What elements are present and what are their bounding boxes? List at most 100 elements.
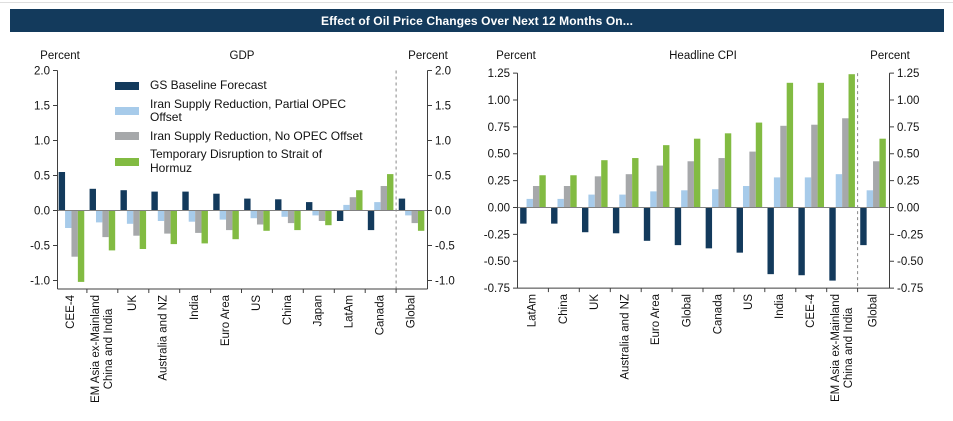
bar-partial-global (405, 210, 412, 216)
y-tick-label-left: 1.0 (34, 135, 50, 147)
category-label: Japan (312, 294, 325, 326)
category-label: UK (127, 294, 140, 311)
top-hairline (0, 2, 953, 3)
y-tick-label-left: 0.00 (488, 202, 510, 214)
category-label: Global (681, 293, 694, 327)
y-tick-label-right: 1.00 (897, 95, 919, 107)
bar-no-cee-4 (811, 124, 818, 208)
bar-baseline-china (275, 199, 282, 211)
category-label: China (557, 293, 570, 324)
bar-hormuz-india (786, 82, 794, 208)
bar-no-euro-area (656, 165, 664, 208)
category-label: LatAm (526, 293, 539, 327)
category-label: China (281, 294, 294, 325)
bar-partial-euro-area (650, 191, 657, 208)
legend-label: GS Baseline Forecast (150, 78, 267, 92)
bar-hormuz-uk (139, 210, 147, 249)
category-label: LatAm (343, 294, 356, 328)
bar-baseline-australia-and-nz (151, 191, 158, 211)
y-tick-label-left: 0.0 (34, 205, 50, 217)
bar-no-india (195, 210, 202, 233)
bar-hormuz-us (263, 210, 270, 231)
y-tick-label-right: 1.0 (435, 135, 451, 147)
category-label: India (188, 294, 201, 320)
y-tick-label-right: 0.0 (435, 205, 451, 217)
bar-baseline-canada (705, 207, 713, 249)
category-label: Canada (712, 293, 725, 334)
y-tick-label-right: -0.75 (897, 283, 923, 295)
bar-partial-cee-4 (804, 177, 812, 208)
bar-hormuz-cee-4 (817, 82, 825, 208)
bar-no-uk (133, 210, 140, 236)
category-label: Euro Area (650, 293, 663, 345)
chart-title-bar: Effect of Oil Price Changes Over Next 12… (10, 9, 944, 32)
bar-no-uk (594, 176, 602, 208)
bar-partial-latam (526, 198, 533, 208)
category-label: EM Asia ex-Mainland China and India (89, 294, 115, 403)
bar-hormuz-canada (724, 133, 732, 208)
bar-no-global (687, 161, 694, 208)
bar-hormuz-global (879, 138, 886, 208)
bar-no-australia-and-nz (164, 210, 171, 234)
bar-hormuz-india (201, 210, 208, 244)
bar-no-em-asia-ex-mainland (102, 210, 109, 238)
bar-no-china (563, 186, 571, 208)
category-label: Euro Area (219, 294, 232, 346)
legend-swatch-hormuz (115, 157, 139, 166)
bar-hormuz-global (693, 138, 701, 208)
bar-hormuz-euro-area (663, 145, 670, 208)
bar-baseline-latam (520, 207, 527, 224)
bar-baseline-global (398, 198, 406, 211)
bar-partial-uk (588, 194, 595, 208)
y-tick-label-right: -1.0 (435, 275, 455, 287)
bar-partial-canada (712, 189, 719, 208)
y-tick-label-left: -0.75 (484, 283, 510, 295)
bar-hormuz-latam (539, 175, 546, 208)
bar-no-euro-area (226, 210, 233, 231)
legend-item: Temporary Disruption to Strait of Hormuz (115, 147, 363, 175)
bar-hormuz-latam (356, 190, 363, 211)
bar-hormuz-australia-and-nz (170, 210, 178, 245)
legend-item: GS Baseline Forecast (115, 78, 363, 93)
bar-baseline-em-asia-ex-mainland (829, 207, 836, 281)
category-label: EM Asia ex-Mainland China and India (829, 293, 855, 402)
bar-no-global (411, 210, 418, 224)
bar-hormuz-china (294, 210, 301, 231)
bar-partial-india (773, 177, 781, 208)
bar-baseline-china (551, 207, 558, 224)
bar-partial-cee-4 (65, 210, 72, 228)
y-tick-label-left: 0.50 (488, 149, 510, 161)
y-tick-label-left: 2.0 (34, 65, 50, 77)
bar-hormuz-em-asia-ex-mainland (108, 210, 116, 251)
bar-baseline-global (674, 207, 682, 246)
y-tick-label-right: 0.5 (435, 170, 451, 182)
bar-baseline-india (767, 207, 774, 275)
y-tick-label-left: -0.5 (30, 240, 50, 252)
bar-partial-em-asia-ex-mainland (95, 210, 103, 223)
bar-no-us (749, 151, 756, 208)
gdp-right-percent-label: Percent (408, 50, 448, 62)
bar-baseline-india (182, 191, 189, 211)
bar-partial-latam (343, 204, 350, 211)
category-label: US (250, 294, 263, 311)
y-tick-label-right: 0.25 (897, 176, 919, 188)
gdp-left-percent-label: Percent (40, 50, 80, 62)
legend-swatch-partial (115, 107, 139, 115)
bar-no-global (873, 161, 880, 208)
bar-baseline-canada (367, 210, 375, 231)
bar-partial-uk (126, 210, 134, 224)
legend: GS Baseline Forecast Iran Supply Reductio… (115, 78, 363, 175)
bar-baseline-global (860, 207, 867, 246)
y-tick-label-right: 2.0 (435, 65, 451, 77)
chart-title: Effect of Oil Price Changes Over Next 12… (320, 13, 634, 28)
y-tick-label-left: -0.25 (484, 229, 510, 241)
bar-hormuz-us (755, 122, 763, 208)
category-label: India (774, 293, 787, 319)
y-tick-label-right: 1.5 (435, 100, 451, 112)
cpi-panel-title: Headline CPI (669, 50, 737, 62)
bar-hormuz-canada (387, 174, 394, 211)
category-label: Australia and NZ (619, 293, 632, 380)
bar-baseline-japan (305, 202, 313, 211)
bar-no-latam (532, 186, 540, 208)
